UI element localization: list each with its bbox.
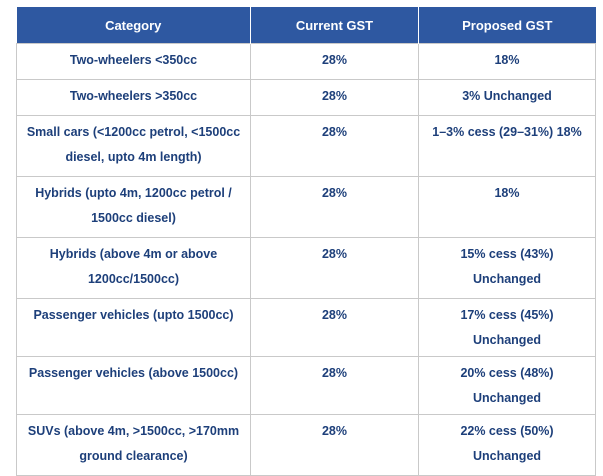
category-cell: Passenger vehicles (upto 1500cc) [16,298,251,357]
table-body: Two-wheelers <350cc 28% 18% Two-wheelers… [16,43,596,476]
proposed-gst-cell: 1–3% cess (29–31%) 18% [418,115,596,177]
proposed-gst-cell: 22% cess (50%) Unchanged [418,414,596,476]
table-row: Small cars (<1200cc petrol, <1500cc dies… [16,115,596,177]
proposed-gst-cell: 3% Unchanged [418,79,596,116]
current-gst-cell: 28% [250,176,419,238]
header-proposed-gst: Proposed GST [418,7,596,44]
current-gst-cell: 28% [250,298,419,357]
table-row: Hybrids (above 4m or above 1200cc/1500cc… [16,237,596,299]
table-row: Passenger vehicles (upto 1500cc) 28% 17%… [16,298,596,357]
table-row: Passenger vehicles (above 1500cc) 28% 20… [16,356,596,415]
current-gst-cell: 28% [250,43,419,80]
current-gst-cell: 28% [250,115,419,177]
header-row: Category Current GST Proposed GST [16,7,596,44]
proposed-gst-cell: 18% [418,176,596,238]
category-cell: Two-wheelers <350cc [16,43,251,80]
table-header: Category Current GST Proposed GST [16,7,596,44]
category-cell: Small cars (<1200cc petrol, <1500cc dies… [16,115,251,177]
current-gst-cell: 28% [250,79,419,116]
proposed-gst-cell: 20% cess (48%) Unchanged [418,356,596,415]
current-gst-cell: 28% [250,237,419,299]
table-row: Two-wheelers <350cc 28% 18% [16,43,596,80]
gst-comparison-table: Category Current GST Proposed GST Two-wh… [16,7,596,476]
table-row: SUVs (above 4m, >1500cc, >170mm ground c… [16,414,596,476]
category-cell: SUVs (above 4m, >1500cc, >170mm ground c… [16,414,251,476]
table-row: Two-wheelers >350cc 28% 3% Unchanged [16,79,596,116]
proposed-gst-cell: 17% cess (45%) Unchanged [418,298,596,357]
current-gst-cell: 28% [250,356,419,415]
current-gst-cell: 28% [250,414,419,476]
header-category: Category [16,7,251,44]
table-row: Hybrids (upto 4m, 1200cc petrol / 1500cc… [16,176,596,238]
category-cell: Two-wheelers >350cc [16,79,251,116]
proposed-gst-cell: 18% [418,43,596,80]
category-cell: Hybrids (upto 4m, 1200cc petrol / 1500cc… [16,176,251,238]
category-cell: Passenger vehicles (above 1500cc) [16,356,251,415]
category-cell: Hybrids (above 4m or above 1200cc/1500cc… [16,237,251,299]
header-current-gst: Current GST [250,7,419,44]
proposed-gst-cell: 15% cess (43%) Unchanged [418,237,596,299]
